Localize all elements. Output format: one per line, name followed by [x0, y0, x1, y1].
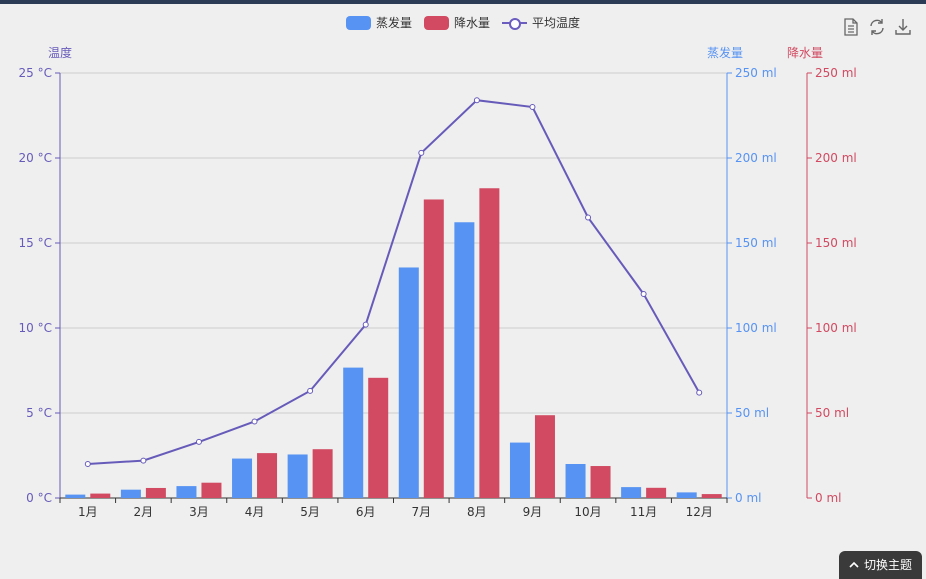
- y-tick-label-temperature: 15 °C: [19, 236, 52, 250]
- y-tick-label-evaporation: 250 ml: [735, 66, 777, 80]
- legend-item-precipitation[interactable]: 降水量: [423, 14, 490, 31]
- y-tick-label-temperature: 10 °C: [19, 321, 52, 335]
- line-point-temperature: [473, 97, 480, 104]
- bar-evaporation: [398, 267, 419, 498]
- chart-toolbox: [842, 18, 912, 36]
- y-tick-label-evaporation: 200 ml: [735, 151, 777, 165]
- line-point-temperature: [529, 104, 536, 110]
- y-tick-label-precipitation: 250 ml: [815, 66, 857, 80]
- legend-label-evaporation: 蒸发量: [375, 16, 412, 30]
- line-point-temperature: [362, 321, 369, 328]
- bar-precipitation: [368, 377, 389, 498]
- bar-evaporation: [120, 489, 141, 498]
- bar-evaporation: [65, 494, 86, 498]
- bar-precipitation: [590, 466, 611, 498]
- bar-evaporation: [287, 454, 308, 498]
- y-axis-name-evaporation: 蒸发量: [707, 46, 744, 60]
- line-series-temperature: [87, 99, 701, 465]
- x-tick-label: 3月: [189, 505, 209, 519]
- x-tick-label: 10月: [574, 505, 601, 519]
- bar-precipitation: [90, 493, 111, 498]
- x-tick-label: 11月: [630, 505, 657, 519]
- x-tick-label: 8月: [467, 505, 487, 519]
- x-tick-label: 9月: [523, 505, 543, 519]
- bar-precipitation: [701, 494, 722, 498]
- line-point-temperature: [195, 438, 202, 445]
- y-tick-label-precipitation: 0 ml: [815, 491, 841, 505]
- chevron-up-icon: [849, 561, 859, 568]
- x-tick-label: 1月: [78, 505, 98, 519]
- bar-precipitation: [145, 487, 166, 498]
- x-tick-label: 4月: [245, 505, 265, 519]
- legend-label-temperature: 平均温度: [532, 16, 581, 30]
- y-tick-label-temperature: 25 °C: [19, 66, 52, 80]
- y-tick-label-temperature: 0 °C: [26, 491, 52, 505]
- bar-precipitation: [479, 188, 500, 498]
- bar-precipitation: [646, 487, 667, 498]
- data-view-icon[interactable]: [842, 18, 860, 36]
- line-point-temperature: [140, 457, 147, 464]
- bar-evaporation: [176, 486, 197, 498]
- x-tick-label: 5月: [300, 505, 320, 519]
- y-tick-label-evaporation: 150 ml: [735, 236, 777, 250]
- line-point-temperature: [696, 389, 703, 396]
- bar-precipitation: [312, 449, 333, 498]
- bar-evaporation: [676, 492, 697, 498]
- line-point-temperature: [251, 418, 258, 425]
- bar-evaporation: [454, 222, 475, 498]
- y-tick-label-temperature: 20 °C: [19, 151, 52, 165]
- line-point-temperature: [307, 387, 314, 394]
- x-tick-label: 2月: [134, 505, 154, 519]
- bar-precipitation: [423, 199, 444, 499]
- bar-precipitation: [257, 453, 278, 498]
- line-point-temperature: [418, 149, 425, 156]
- y-axis-name-precipitation: 降水量: [787, 46, 824, 60]
- bar-precipitation: [534, 415, 555, 498]
- y-tick-label-precipitation: 200 ml: [815, 151, 857, 165]
- switch-theme-button[interactable]: 切换主题: [838, 551, 922, 579]
- legend-swatch-temperature: [502, 16, 527, 30]
- line-point-temperature: [640, 291, 647, 297]
- line-point-temperature: [84, 461, 91, 467]
- chart-legend: 蒸发量 降水量 平均温度: [0, 14, 926, 31]
- y-tick-label-precipitation: 100 ml: [815, 321, 857, 335]
- x-tick-label: 12月: [686, 505, 713, 519]
- line-point-temperature: [585, 214, 592, 221]
- legend-label-precipitation: 降水量: [453, 16, 490, 30]
- y-tick-label-evaporation: 100 ml: [735, 321, 777, 335]
- bar-evaporation: [232, 458, 253, 498]
- y-tick-label-precipitation: 50 ml: [815, 406, 849, 420]
- top-accent-bar: [0, 0, 926, 4]
- bar-evaporation: [509, 442, 530, 498]
- legend-item-temperature[interactable]: 平均温度: [502, 14, 580, 31]
- restore-icon[interactable]: [868, 18, 886, 36]
- y-axis-name-temperature: 温度: [48, 46, 73, 60]
- legend-swatch-evaporation: [345, 15, 371, 30]
- y-tick-label-evaporation: 0 ml: [735, 491, 761, 505]
- legend-item-evaporation[interactable]: 蒸发量: [345, 14, 412, 31]
- bar-precipitation: [201, 482, 222, 498]
- bar-evaporation: [621, 487, 642, 498]
- x-tick-label: 7月: [411, 505, 431, 519]
- save-image-icon[interactable]: [894, 18, 912, 36]
- y-tick-label-temperature: 5 °C: [26, 406, 52, 420]
- bar-evaporation: [565, 464, 586, 498]
- legend-swatch-precipitation: [423, 15, 449, 30]
- x-tick-label: 6月: [356, 505, 376, 519]
- bar-evaporation: [343, 367, 364, 498]
- y-tick-label-precipitation: 150 ml: [815, 236, 857, 250]
- switch-theme-label: 切换主题: [863, 558, 912, 572]
- y-tick-label-evaporation: 50 ml: [735, 406, 769, 420]
